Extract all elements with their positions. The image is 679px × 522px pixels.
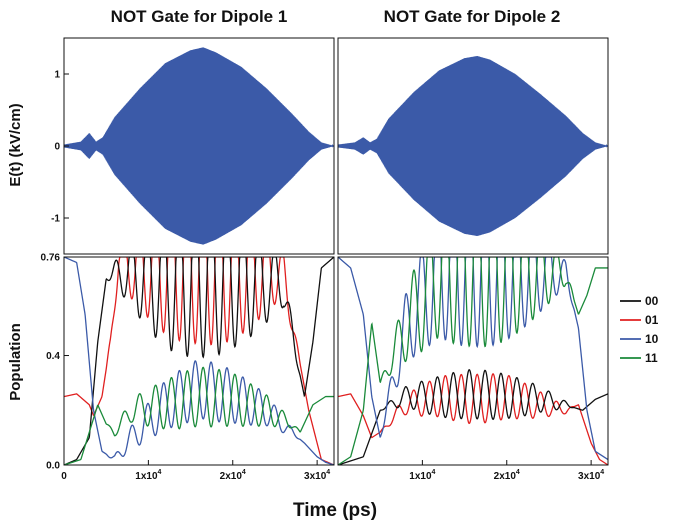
legend-label-00: 00 (645, 294, 659, 308)
field-panel-dipole-1: 1 0 -1 (51, 37, 335, 255)
y-tick-label: -1 (51, 214, 60, 225)
field-series-dipole-1-field (64, 47, 334, 245)
x-axis-label: Time (ps) (293, 500, 377, 521)
x-tick-label: 1x104 (409, 469, 435, 482)
field-panel-dipole-2 (337, 37, 609, 255)
y-axis-label-field: E(t) (kV/cm) (7, 103, 24, 186)
x-tick-label: 2x104 (220, 469, 246, 482)
population-panel-dipole-2: 1x104 2x104 3x104 (337, 256, 609, 482)
plot-frame (337, 37, 609, 255)
legend-label-11: 11 (645, 351, 658, 365)
y-tick-label: 0.4 (46, 351, 60, 362)
population-series-11 (338, 257, 608, 465)
y-tick-label: 0 (54, 142, 60, 153)
population-series-11 (64, 366, 334, 465)
field-series-dipole-2-field (338, 55, 608, 236)
x-tick-label: 3x104 (578, 469, 604, 482)
population-series-10 (338, 257, 608, 461)
population-panel-dipole-1: 0.76 0.4 0.00 1x104 2x104 3x104 (41, 253, 335, 482)
y-tick-label: 0.76 (41, 253, 61, 264)
plot-frame (63, 256, 335, 466)
legend: 00 01 10 11 (620, 294, 659, 365)
x-tick-label: 2x104 (494, 469, 520, 482)
x-tick-label: 1x104 (135, 469, 161, 482)
y-axis-label-population: Population (7, 323, 24, 401)
population-series-00 (338, 368, 608, 465)
chart-title-dipole-1: NOT Gate for Dipole 1 (111, 7, 288, 26)
chart-title-dipole-2: NOT Gate for Dipole 2 (384, 7, 561, 26)
legend-label-01: 01 (645, 313, 659, 327)
y-tick-label: 1 (54, 70, 60, 81)
population-series-00 (64, 257, 334, 465)
x-tick-label: 3x104 (304, 469, 330, 482)
legend-label-10: 10 (645, 332, 659, 346)
plot-frame (337, 256, 609, 466)
x-tick-label: 0 (61, 471, 67, 482)
y-tick-label: 0.0 (46, 461, 60, 472)
